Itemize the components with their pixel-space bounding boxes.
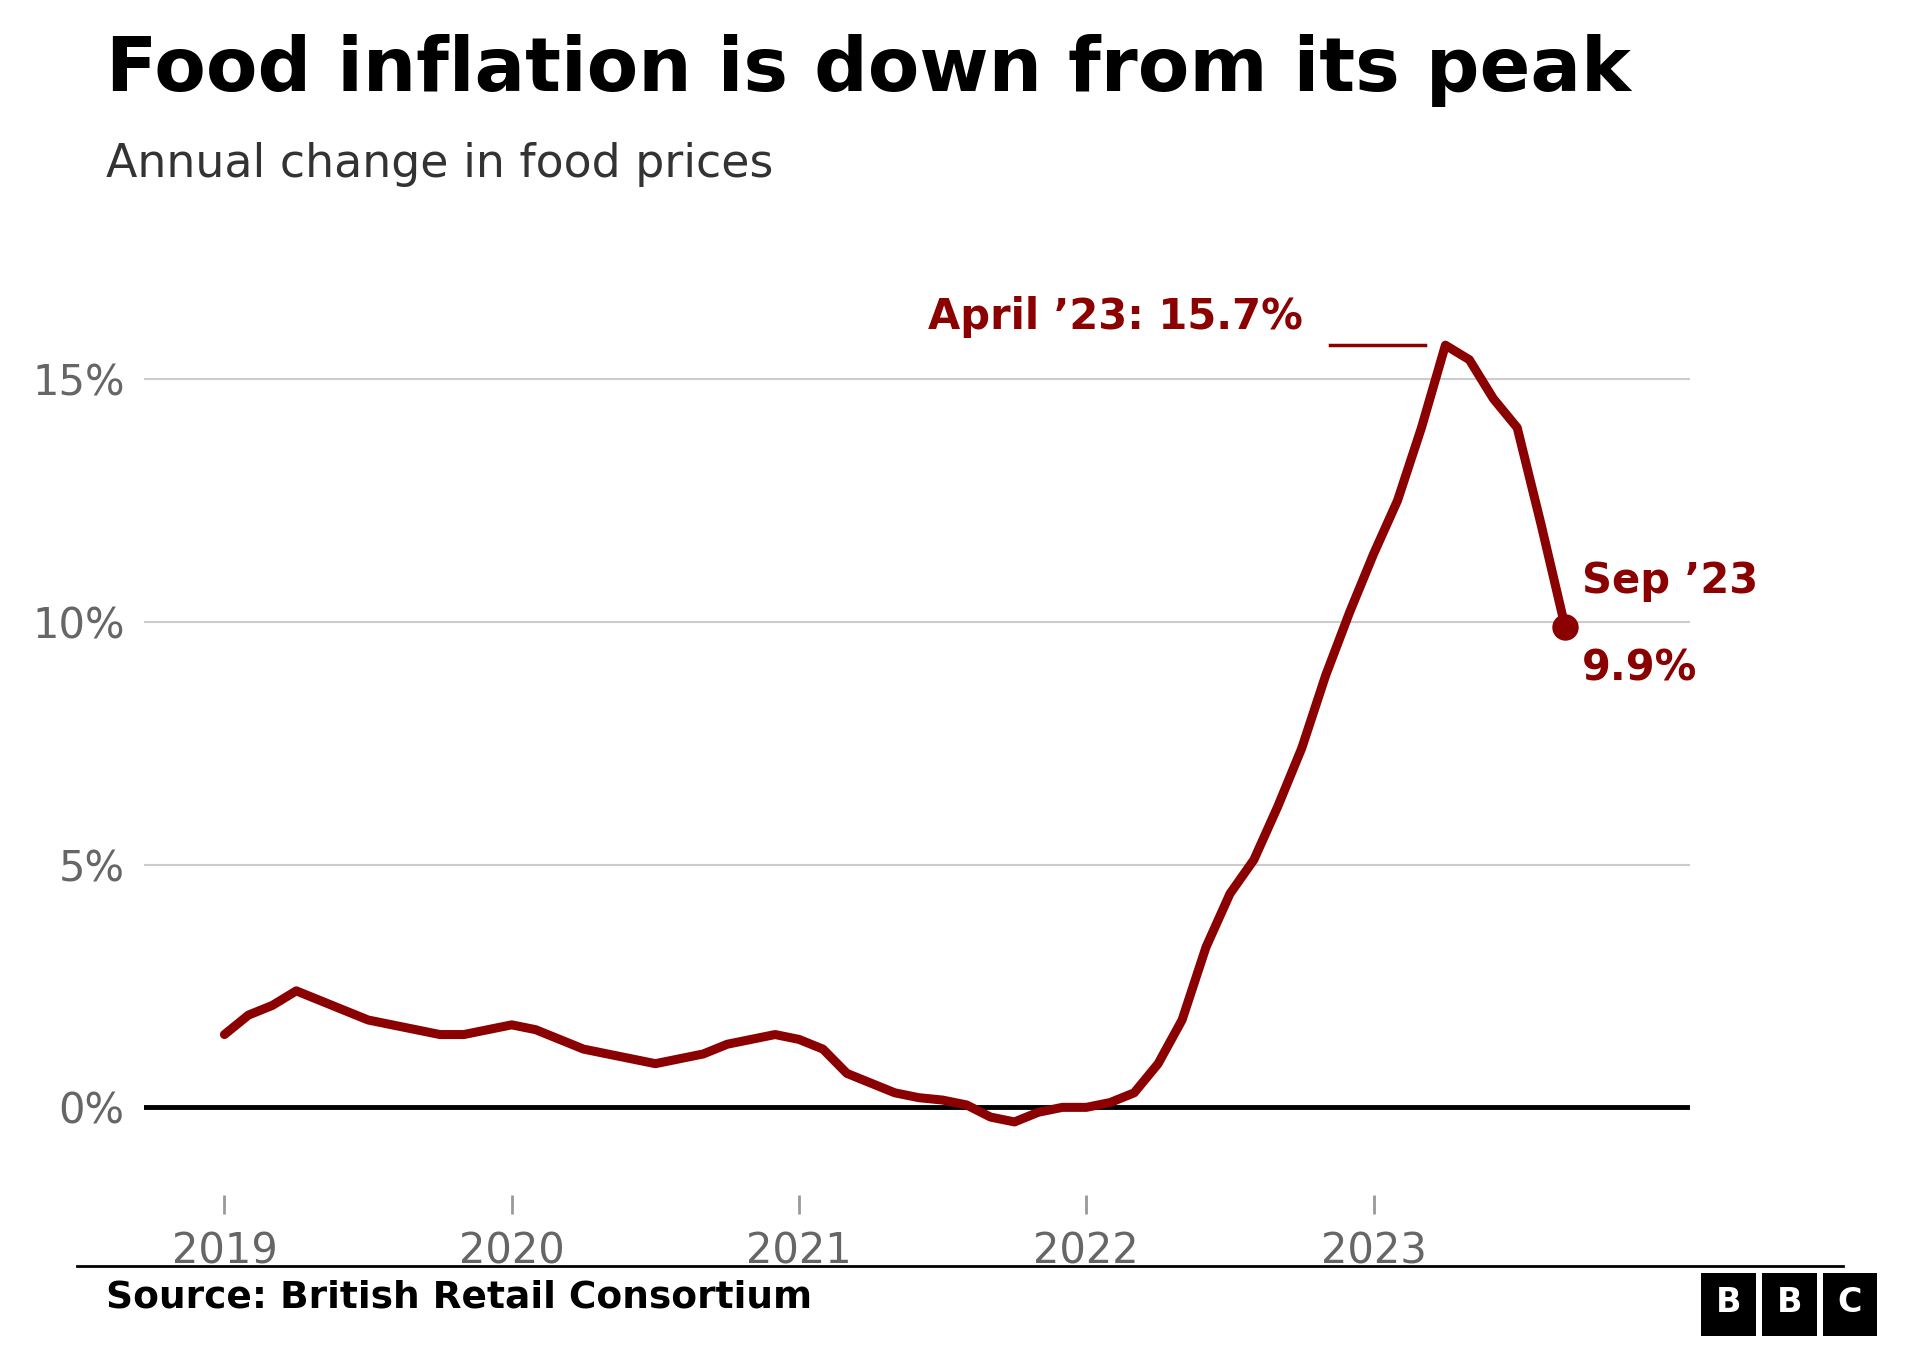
FancyBboxPatch shape (1701, 1273, 1755, 1335)
Text: B: B (1776, 1287, 1803, 1319)
FancyBboxPatch shape (1763, 1273, 1816, 1335)
Text: April ’23: 15.7%: April ’23: 15.7% (927, 296, 1304, 338)
Text: Food inflation is down from its peak: Food inflation is down from its peak (106, 34, 1630, 107)
Text: Annual change in food prices: Annual change in food prices (106, 142, 774, 186)
FancyBboxPatch shape (1822, 1273, 1878, 1335)
Text: B: B (1716, 1287, 1741, 1319)
Text: 9.9%: 9.9% (1582, 648, 1697, 690)
Text: Sep ’23: Sep ’23 (1582, 560, 1759, 602)
Text: Source: British Retail Consortium: Source: British Retail Consortium (106, 1280, 812, 1316)
Text: C: C (1837, 1287, 1862, 1319)
